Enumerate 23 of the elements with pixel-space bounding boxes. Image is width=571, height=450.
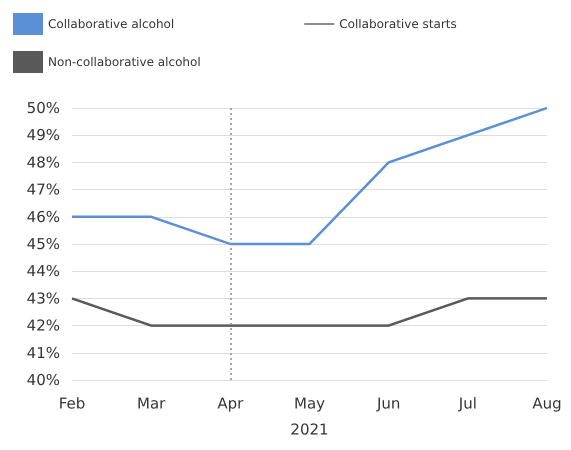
x-tick-label: Mar (137, 394, 166, 412)
y-tick-label: 43% (26, 289, 60, 308)
x-tick-label: Aug (532, 394, 562, 412)
x-tick-label: Apr (217, 394, 244, 412)
y-tick-label: 50% (26, 99, 60, 117)
y-tick-label: 49% (26, 126, 60, 144)
legend-label: Collaborative alcohol (48, 17, 174, 31)
x-tick-label: Jun (376, 394, 400, 412)
y-tick-label: 41% (26, 344, 60, 362)
line-series (70, 106, 548, 246)
y-tick-label: 45% (26, 235, 60, 253)
legend-label: Collaborative starts (339, 17, 457, 31)
x-tick-label: Jul (458, 394, 477, 412)
x-axis-title: 2021 (290, 420, 329, 438)
y-tick-label: 46% (26, 208, 60, 226)
x-tick-label: May (294, 394, 326, 412)
y-tick-label: 44% (26, 262, 60, 280)
y-tick-label: 42% (26, 316, 60, 335)
y-tick-label: 40% (26, 371, 60, 389)
x-tick-label: Feb (58, 394, 86, 412)
y-tick-label: 47% (26, 180, 60, 199)
y-tick-label: 48% (26, 153, 60, 172)
legend-label: Non-collaborative alcohol (48, 55, 201, 69)
